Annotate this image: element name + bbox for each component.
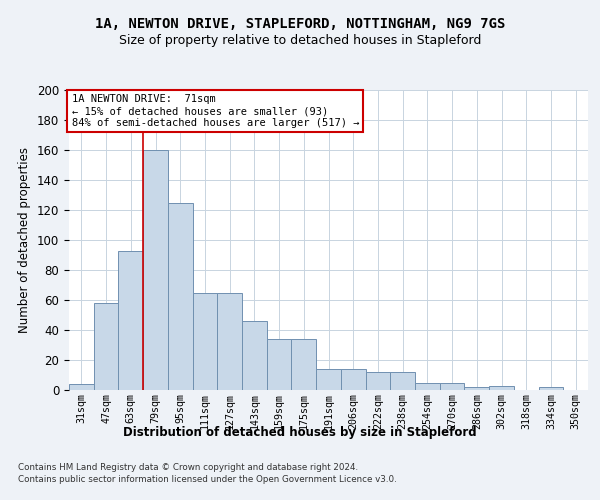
Bar — [168, 202, 193, 390]
Bar — [539, 387, 563, 390]
Bar — [217, 292, 242, 390]
Text: Size of property relative to detached houses in Stapleford: Size of property relative to detached ho… — [119, 34, 481, 47]
Bar — [143, 150, 168, 390]
Text: 1A NEWTON DRIVE:  71sqm
← 15% of detached houses are smaller (93)
84% of semi-de: 1A NEWTON DRIVE: 71sqm ← 15% of detached… — [71, 94, 359, 128]
Bar — [94, 303, 118, 390]
Bar — [464, 387, 489, 390]
Text: Distribution of detached houses by size in Stapleford: Distribution of detached houses by size … — [123, 426, 477, 439]
Bar — [292, 339, 316, 390]
Bar — [267, 339, 292, 390]
Text: Contains HM Land Registry data © Crown copyright and database right 2024.: Contains HM Land Registry data © Crown c… — [18, 463, 358, 472]
Bar — [193, 292, 217, 390]
Bar — [242, 321, 267, 390]
Bar — [390, 372, 415, 390]
Bar — [316, 369, 341, 390]
Bar — [489, 386, 514, 390]
Bar — [69, 384, 94, 390]
Text: 1A, NEWTON DRIVE, STAPLEFORD, NOTTINGHAM, NG9 7GS: 1A, NEWTON DRIVE, STAPLEFORD, NOTTINGHAM… — [95, 18, 505, 32]
Y-axis label: Number of detached properties: Number of detached properties — [19, 147, 31, 333]
Bar — [365, 372, 390, 390]
Bar — [415, 382, 440, 390]
Bar — [341, 369, 365, 390]
Bar — [118, 250, 143, 390]
Text: Contains public sector information licensed under the Open Government Licence v3: Contains public sector information licen… — [18, 476, 397, 484]
Bar — [440, 382, 464, 390]
